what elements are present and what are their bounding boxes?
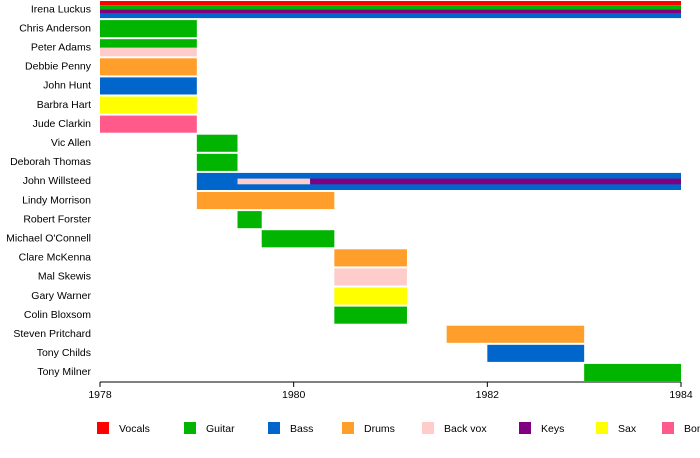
member-label: Steven Pritchard — [13, 328, 91, 340]
member-label: John Willsteed — [23, 175, 91, 187]
role-bar — [100, 13, 681, 19]
legend-swatch — [519, 422, 531, 434]
role-bar — [100, 39, 197, 48]
x-tick-label: 1984 — [669, 389, 693, 401]
member-label: Lindy Morrison — [22, 194, 91, 206]
legend-swatch — [97, 422, 109, 434]
x-tick-label: 1982 — [476, 389, 500, 401]
legend-label: Bones — [684, 423, 700, 435]
legend-label: Back vox — [444, 423, 487, 435]
member-label: Tony Milner — [37, 366, 91, 378]
role-bar — [100, 58, 197, 76]
member-label: Clare McKenna — [19, 252, 92, 264]
member-label: Tony Childs — [37, 347, 91, 359]
member-label: Vic Allen — [51, 137, 91, 149]
x-tick-label: 1978 — [88, 389, 112, 401]
member-label: Mal Skewis — [38, 271, 91, 283]
role-bar — [196, 134, 238, 152]
legend-swatch — [342, 422, 354, 434]
role-bar — [334, 287, 407, 305]
legend-label: Drums — [364, 423, 395, 435]
role-bar — [261, 230, 335, 248]
x-tick-label: 1980 — [282, 389, 306, 401]
role-bar — [100, 96, 197, 114]
role-bar — [100, 115, 197, 133]
legend-swatch — [596, 422, 608, 434]
role-bar — [334, 249, 407, 267]
member-label: Jude Clarkin — [33, 118, 92, 130]
role-bar — [196, 153, 238, 171]
legend-label: Keys — [541, 423, 564, 435]
role-bar — [310, 178, 681, 185]
role-bar — [100, 1, 681, 6]
legend-label: Guitar — [206, 423, 235, 435]
member-label: Barbra Hart — [37, 99, 91, 111]
legend-swatch — [662, 422, 674, 434]
member-label: Irena Luckus — [31, 3, 91, 15]
role-bar — [100, 77, 197, 95]
role-bar — [334, 268, 407, 286]
legend-swatch — [184, 422, 196, 434]
member-label: Deborah Thomas — [10, 156, 91, 168]
role-bar — [237, 211, 262, 229]
role-bar — [237, 178, 311, 185]
member-label: Debbie Penny — [25, 61, 92, 73]
role-bar — [100, 5, 681, 10]
role-bar — [584, 363, 681, 381]
legend-swatch — [422, 422, 434, 434]
role-bar — [100, 9, 681, 14]
member-label: Chris Anderson — [19, 22, 91, 34]
role-bar — [100, 47, 197, 57]
legend-label: Vocals — [119, 423, 150, 435]
member-label: Colin Bloxsom — [24, 309, 91, 321]
member-label: Robert Forster — [23, 213, 91, 225]
role-bar — [100, 20, 197, 38]
legend-swatch — [268, 422, 280, 434]
member-label: Peter Adams — [31, 42, 91, 54]
member-label: Michael O'Connell — [6, 233, 91, 245]
member-label: Gary Warner — [31, 290, 91, 302]
role-bar — [334, 306, 407, 324]
legend-label: Bass — [290, 423, 313, 435]
member-label: John Hunt — [43, 80, 91, 92]
role-bar — [196, 192, 335, 210]
legend-label: Sax — [618, 423, 637, 435]
role-bar — [487, 344, 585, 362]
role-bar — [446, 325, 585, 343]
